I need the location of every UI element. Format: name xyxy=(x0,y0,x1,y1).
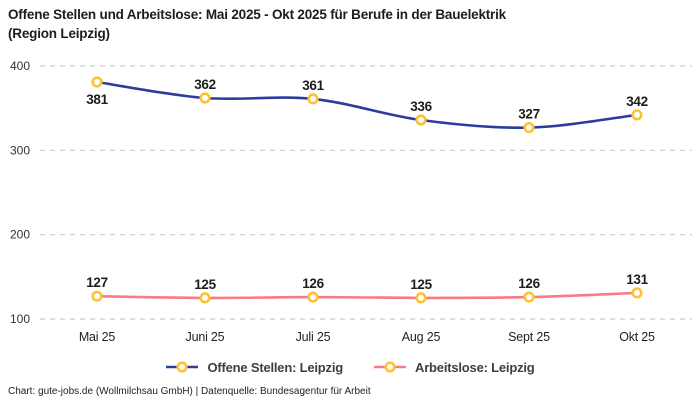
data-point[interactable] xyxy=(523,121,535,134)
data-label: 327 xyxy=(518,107,540,122)
y-tick-label: 300 xyxy=(10,143,30,157)
data-label: 127 xyxy=(86,275,108,290)
attribution-text: Chart: gute-jobs.de (Wollmilchsau GmbH) … xyxy=(8,386,371,397)
x-tick-label: Juni 25 xyxy=(186,330,225,344)
legend-label-offene-stellen: Offene Stellen: Leipzig xyxy=(207,359,343,375)
data-label: 362 xyxy=(194,77,216,92)
data-label: 126 xyxy=(518,276,540,291)
y-tick-label: 200 xyxy=(10,228,30,242)
legend-item-offene-stellen[interactable]: Offene Stellen: Leipzig xyxy=(165,360,343,375)
data-point[interactable] xyxy=(199,292,211,304)
data-point[interactable] xyxy=(199,92,211,104)
data-point[interactable] xyxy=(307,93,319,105)
x-tick-label: Juli 25 xyxy=(296,330,331,344)
legend-label-arbeitslose: Arbeitslose: Leipzig xyxy=(415,359,535,375)
x-tick-label: Sept 25 xyxy=(508,330,550,344)
data-label: 336 xyxy=(410,99,432,114)
x-tick-label: Mai 25 xyxy=(79,330,116,344)
legend-item-arbeitslose[interactable]: Arbeitslose: Leipzig xyxy=(373,360,535,375)
legend-swatch-offene-stellen-icon xyxy=(166,361,199,373)
data-label: 125 xyxy=(194,277,216,292)
data-point[interactable] xyxy=(91,76,103,88)
data-label: 126 xyxy=(302,276,324,291)
x-tick-label: Aug 25 xyxy=(402,330,441,344)
data-point[interactable] xyxy=(415,114,427,126)
data-point[interactable] xyxy=(91,290,103,302)
data-point[interactable] xyxy=(631,109,643,121)
data-label: 131 xyxy=(626,272,648,287)
data-label: 125 xyxy=(410,277,432,292)
series-line-0 xyxy=(95,80,639,130)
x-tick-label: Okt 25 xyxy=(619,330,655,344)
chart-title: Offene Stellen und Arbeitslose: Mai 2025… xyxy=(8,7,506,41)
series-line-1 xyxy=(95,291,639,300)
data-point[interactable] xyxy=(415,292,427,304)
data-label: 361 xyxy=(302,78,324,93)
data-point[interactable] xyxy=(523,291,535,303)
data-point[interactable] xyxy=(631,287,643,299)
legend: Offene Stellen: Leipzig Arbeitslose: Lei… xyxy=(0,354,700,380)
data-label: 381 xyxy=(86,92,108,107)
y-tick-label: 100 xyxy=(10,312,30,326)
y-tick-label: 400 xyxy=(10,59,30,73)
data-label: 342 xyxy=(626,94,648,109)
line-chart: 100 200 300 400 Mai 25 Juni 25 Juli 25 Aug 25 Se… xyxy=(10,59,692,344)
legend-swatch-arbeitslose-icon xyxy=(374,361,406,373)
data-point[interactable] xyxy=(307,291,319,303)
